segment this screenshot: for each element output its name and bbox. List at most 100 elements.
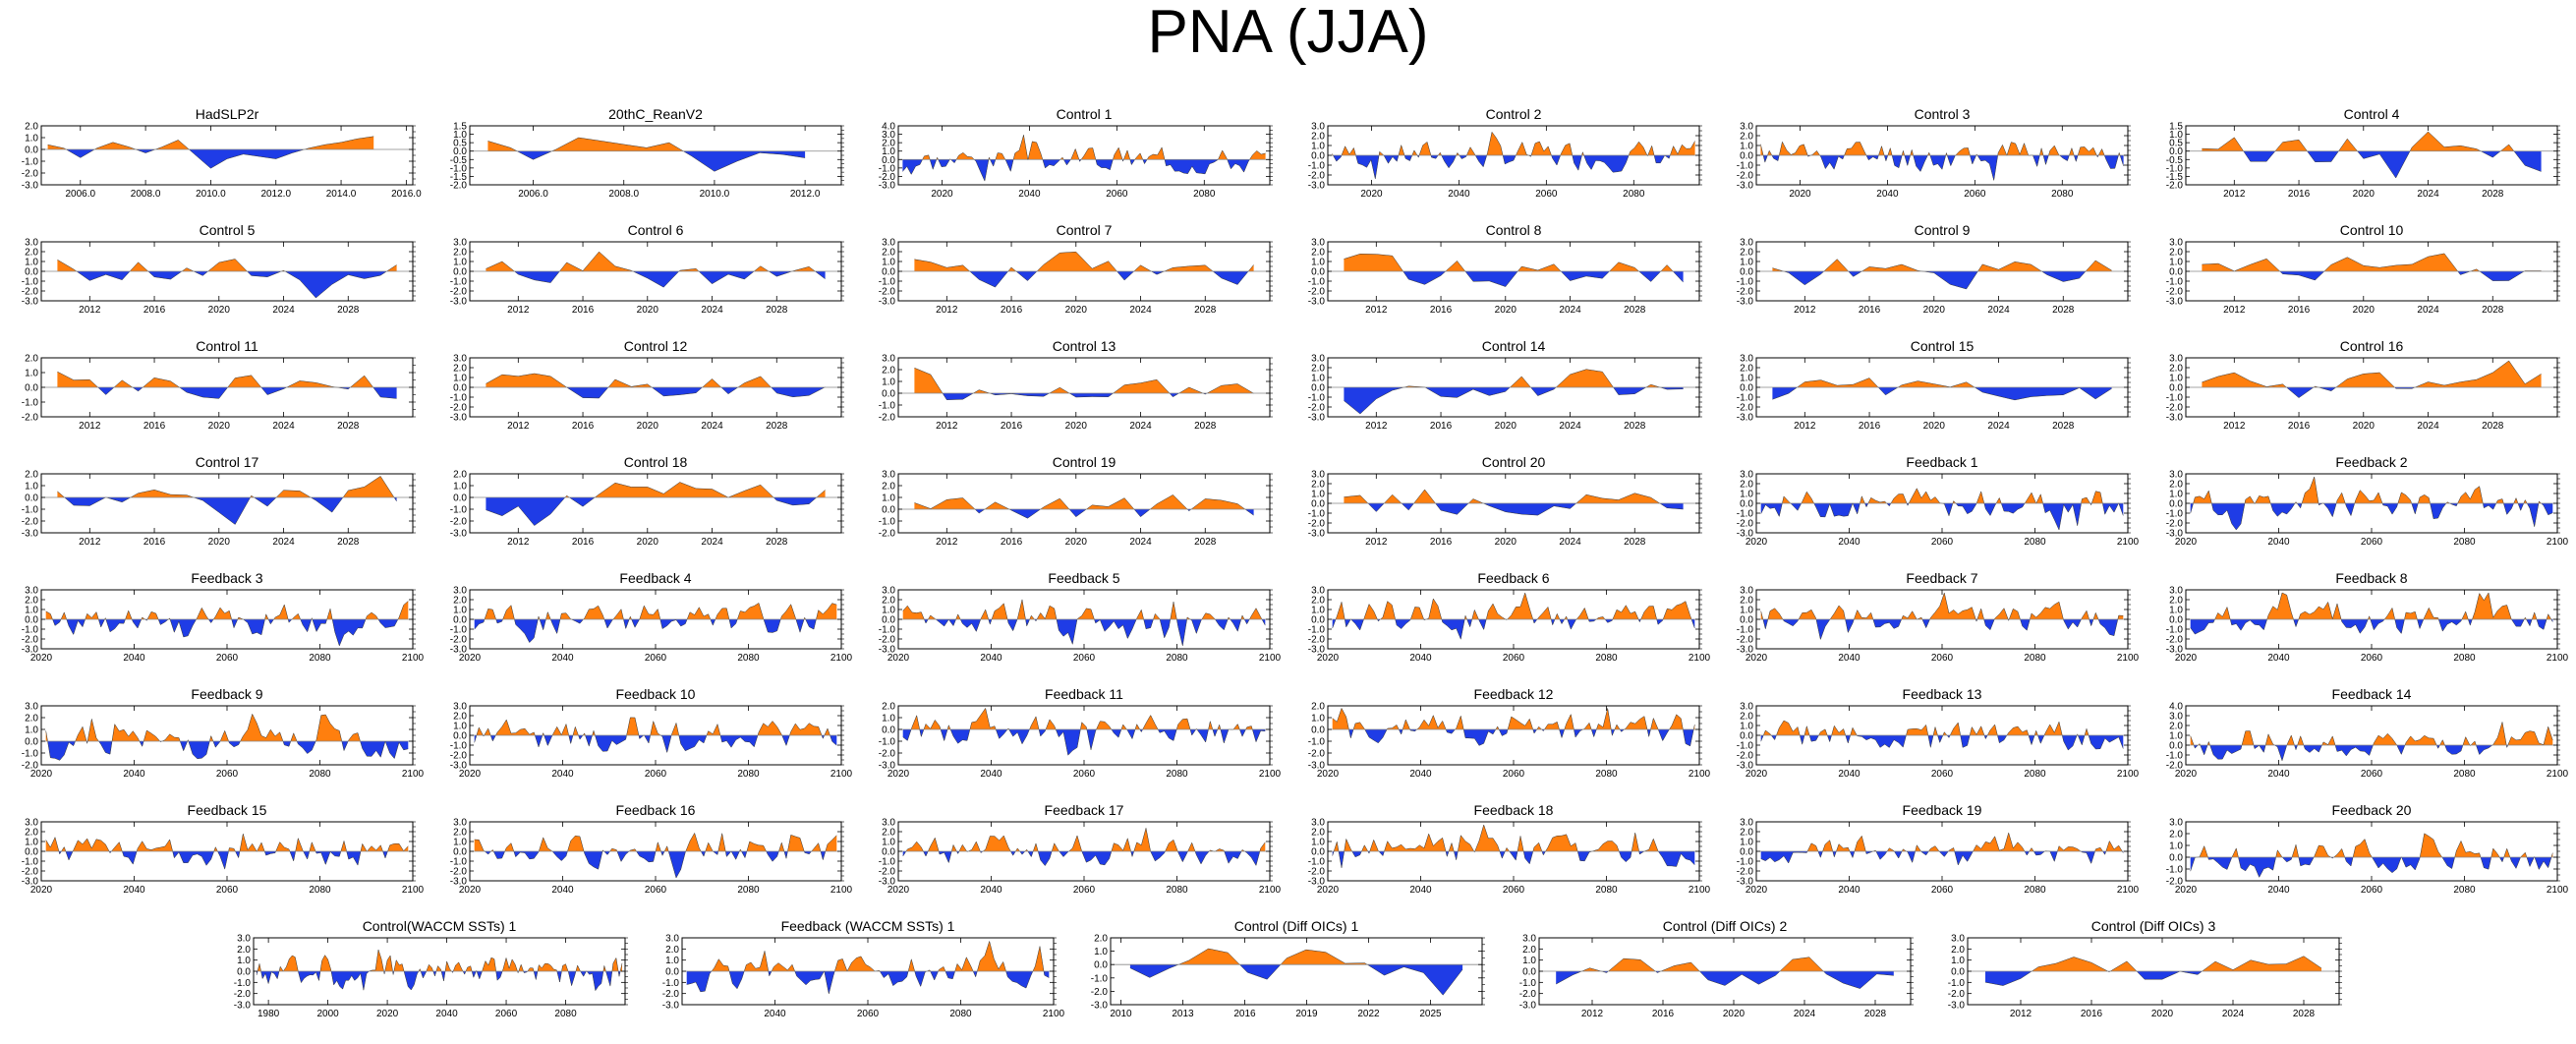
negative-area [2282, 857, 2293, 862]
negative-area [1941, 503, 1953, 516]
y-tick-label: 2.0 [1951, 945, 1965, 956]
y-tick-label: -1.0 [879, 401, 896, 412]
positive-area [1799, 609, 1816, 619]
positive-area [1906, 725, 1928, 735]
positive-area [1052, 842, 1059, 851]
positive-area [1165, 840, 1178, 851]
x-tick-label: 2028 [1624, 537, 1646, 548]
negative-area [1499, 851, 1506, 859]
positive-area [639, 606, 660, 619]
positive-area [1797, 377, 1879, 387]
y-tick-label: -1.0 [2166, 163, 2184, 174]
positive-area [87, 719, 99, 741]
x-tick-label: 2020 [376, 1009, 399, 1019]
x-tick-label: 2060 [857, 1009, 880, 1019]
negative-area [1063, 159, 1071, 165]
negative-area [264, 851, 276, 856]
negative-area [1351, 851, 1362, 857]
positive-area [758, 721, 782, 735]
positive-area [45, 610, 53, 619]
positive-area [426, 964, 433, 971]
x-tick-label: 2012 [1365, 537, 1388, 548]
negative-area [1647, 729, 1651, 737]
negative-area [147, 271, 183, 280]
chart-title: Feedback 4 [619, 570, 691, 586]
chart-title: Feedback 13 [1903, 686, 1982, 702]
y-tick-label: 3.0 [882, 818, 895, 829]
negative-area [771, 387, 826, 397]
series-line [2202, 253, 2542, 281]
negative-area [1921, 619, 1930, 628]
positive-area [2197, 845, 2208, 857]
y-tick-label: -3.0 [1519, 1001, 1537, 1012]
negative-area [2081, 851, 2095, 864]
y-tick-label: -3.0 [662, 1001, 680, 1012]
negative-area [1985, 971, 2032, 986]
negative-area [2286, 387, 2315, 398]
x-tick-label: 2024 [272, 537, 295, 548]
x-tick-label: 2040 [2267, 769, 2290, 780]
y-tick-label: -3.0 [450, 529, 468, 540]
positive-area [1208, 721, 1213, 729]
series-area [2202, 253, 2542, 281]
x-tick-label: 2100 [2547, 653, 2569, 664]
negative-area [764, 619, 781, 633]
positive-area [1070, 148, 1079, 160]
series-area [1332, 131, 1695, 180]
series-area [902, 135, 1266, 182]
y-tick-label: -1.0 [1308, 277, 1326, 288]
y-tick-label: 2.0 [1740, 248, 1753, 259]
positive-area [1536, 726, 1542, 729]
negative-area [2303, 745, 2322, 753]
positive-area [911, 715, 920, 729]
positive-area [1384, 494, 1402, 503]
x-tick-label: 2020 [1746, 769, 1768, 780]
positive-area [1591, 841, 1620, 851]
y-tick-label: -2.0 [879, 749, 896, 760]
y-tick-label: -2.0 [2166, 287, 2184, 298]
negative-area [372, 387, 397, 399]
positive-area [816, 603, 837, 619]
negative-area [1613, 387, 1646, 395]
y-tick-label: 0.0 [1951, 967, 1965, 978]
positive-area [209, 735, 213, 741]
positive-area [583, 606, 604, 619]
positive-area [687, 607, 711, 619]
x-tick-label: 2012 [936, 537, 958, 548]
y-tick-label: -2.0 [1737, 171, 1754, 182]
negative-area [1763, 155, 1768, 163]
negative-area [2411, 503, 2419, 514]
positive-area [1850, 727, 1858, 735]
x-tick-label: 2016 [1859, 305, 1881, 316]
positive-area [595, 482, 773, 497]
negative-area [1027, 851, 1034, 857]
negative-area [830, 735, 837, 746]
x-tick-label: 2040 [1838, 885, 1860, 896]
negative-area [1007, 619, 1018, 631]
y-tick-label: 2.0 [882, 139, 895, 149]
series-area [1344, 254, 1684, 287]
chart-title: Feedback 7 [1906, 570, 1977, 586]
negative-area [1658, 729, 1670, 741]
chart-svg: Control (Diff OICs) 23.02.01.00.0-1.0-2.… [1519, 918, 1914, 1019]
positive-area [348, 732, 361, 741]
negative-area [2211, 503, 2245, 530]
positive-area [275, 841, 290, 851]
positive-area [1363, 604, 1378, 619]
positive-area [1170, 602, 1177, 619]
series-area [486, 251, 826, 288]
positive-area [2091, 491, 2103, 503]
negative-area [1997, 735, 2007, 743]
y-tick-label: -3.0 [22, 877, 39, 888]
positive-area [474, 840, 486, 851]
positive-area [196, 608, 209, 619]
y-tick-label: 0.0 [25, 737, 38, 748]
y-tick-label: -2.0 [22, 517, 39, 528]
positive-area [1609, 261, 1639, 271]
series-line [1772, 377, 2112, 401]
positive-area [387, 843, 409, 851]
y-tick-label: 1.0 [25, 369, 38, 379]
